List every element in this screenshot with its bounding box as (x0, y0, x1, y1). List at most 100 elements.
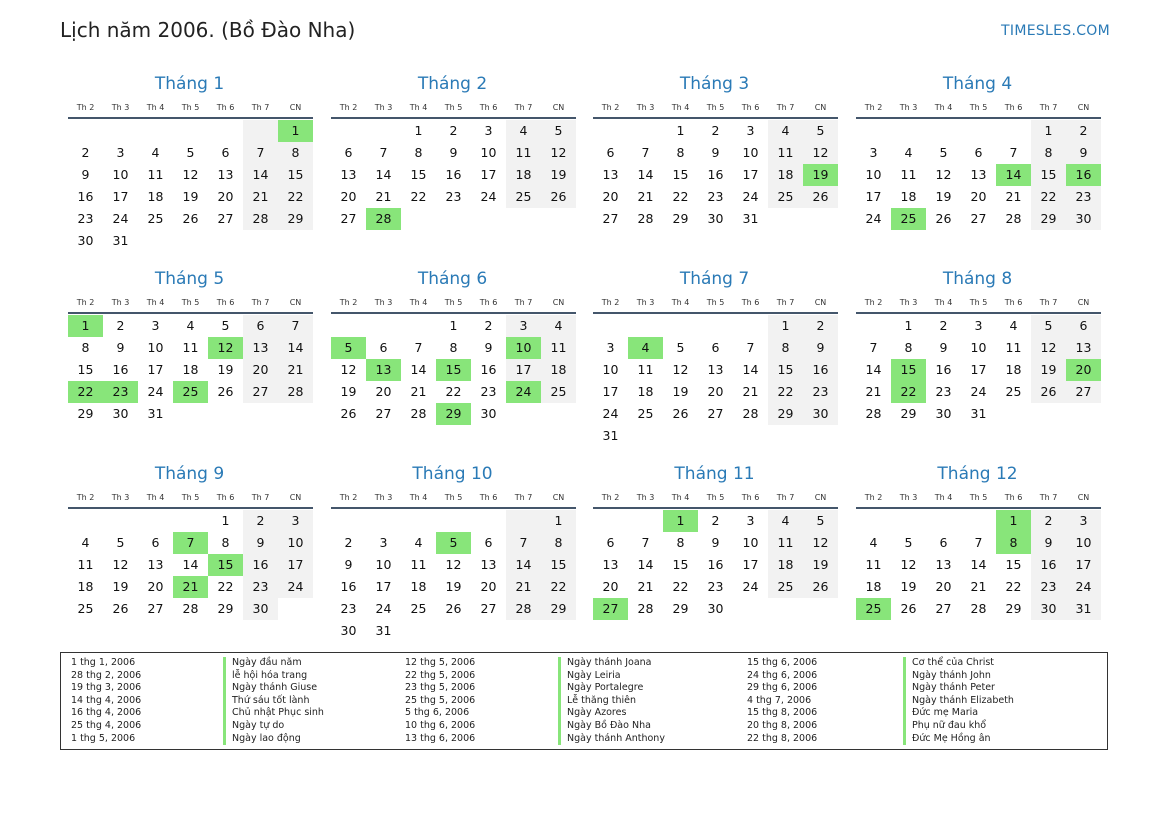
day-cell[interactable]: 20 (217, 189, 234, 204)
day-cell[interactable]: 29 (217, 601, 234, 616)
day-cell[interactable]: 11 (768, 532, 803, 554)
day-cell[interactable]: 2 (344, 535, 353, 550)
day-cell[interactable]: 31 (147, 406, 164, 421)
day-cell[interactable]: 18 (768, 164, 803, 186)
day-cell[interactable]: 6 (939, 535, 948, 550)
day-cell[interactable]: 18 (541, 359, 576, 381)
day-cell[interactable]: 29 (1031, 208, 1066, 230)
day-cell[interactable]: 4 (768, 120, 803, 142)
day-cell[interactable]: 27 (340, 211, 357, 226)
holiday-day[interactable]: 15 (891, 359, 926, 381)
day-cell[interactable]: 9 (81, 167, 90, 182)
day-cell[interactable]: 28 (506, 598, 541, 620)
day-cell[interactable]: 18 (865, 579, 882, 594)
day-cell[interactable]: 6 (151, 535, 160, 550)
day-cell[interactable]: 5 (541, 120, 576, 142)
day-cell[interactable]: 25 (541, 381, 576, 403)
day-cell[interactable]: 29 (541, 598, 576, 620)
day-cell[interactable]: 18 (1005, 362, 1022, 377)
day-cell[interactable]: 24 (375, 601, 392, 616)
day-cell[interactable]: 6 (221, 145, 230, 160)
day-cell[interactable]: 8 (768, 337, 803, 359)
day-cell[interactable]: 18 (182, 362, 199, 377)
day-cell[interactable]: 30 (1031, 598, 1066, 620)
day-cell[interactable]: 26 (672, 406, 689, 421)
day-cell[interactable]: 2 (484, 318, 493, 333)
day-cell[interactable]: 27 (147, 601, 164, 616)
holiday-day[interactable]: 12 (208, 337, 243, 359)
holiday-day[interactable]: 22 (68, 381, 103, 403)
day-cell[interactable]: 4 (186, 318, 195, 333)
day-cell[interactable]: 11 (768, 142, 803, 164)
day-cell[interactable]: 29 (1005, 601, 1022, 616)
day-cell[interactable]: 28 (970, 601, 987, 616)
day-cell[interactable]: 11 (182, 340, 199, 355)
day-cell[interactable]: 8 (676, 535, 685, 550)
day-cell[interactable]: 6 (379, 340, 388, 355)
day-cell[interactable]: 16 (803, 359, 838, 381)
day-cell[interactable]: 12 (900, 557, 917, 572)
day-cell[interactable]: 4 (1009, 318, 1018, 333)
day-cell[interactable]: 23 (480, 384, 497, 399)
day-cell[interactable]: 10 (865, 167, 882, 182)
day-cell[interactable]: 7 (641, 535, 650, 550)
day-cell[interactable]: 26 (112, 601, 129, 616)
day-cell[interactable]: 2 (81, 145, 90, 160)
day-cell[interactable]: 9 (1066, 142, 1101, 164)
day-cell[interactable]: 27 (707, 406, 724, 421)
day-cell[interactable]: 16 (707, 557, 724, 572)
day-cell[interactable]: 16 (77, 189, 94, 204)
day-cell[interactable]: 25 (410, 601, 427, 616)
day-cell[interactable]: 30 (480, 406, 497, 421)
holiday-day[interactable]: 8 (996, 532, 1031, 554)
day-cell[interactable]: 12 (672, 362, 689, 377)
day-cell[interactable]: 17 (742, 167, 759, 182)
day-cell[interactable]: 23 (1031, 576, 1066, 598)
day-cell[interactable]: 11 (77, 557, 94, 572)
day-cell[interactable]: 17 (506, 359, 541, 381)
holiday-day[interactable]: 16 (1066, 164, 1101, 186)
day-cell[interactable]: 2 (1066, 120, 1101, 142)
day-cell[interactable]: 28 (637, 211, 654, 226)
day-cell[interactable]: 26 (217, 384, 234, 399)
day-cell[interactable]: 8 (221, 535, 230, 550)
day-cell[interactable]: 30 (707, 601, 724, 616)
day-cell[interactable]: 14 (742, 362, 759, 377)
day-cell[interactable]: 10 (278, 532, 313, 554)
holiday-day[interactable]: 1 (68, 315, 103, 337)
day-cell[interactable]: 20 (340, 189, 357, 204)
day-cell[interactable]: 20 (375, 384, 392, 399)
day-cell[interactable]: 19 (1031, 359, 1066, 381)
day-cell[interactable]: 11 (410, 557, 427, 572)
day-cell[interactable]: 7 (243, 142, 278, 164)
day-cell[interactable]: 3 (116, 145, 125, 160)
day-cell[interactable]: 12 (803, 142, 838, 164)
day-cell[interactable]: 5 (803, 120, 838, 142)
day-cell[interactable]: 16 (935, 362, 952, 377)
day-cell[interactable]: 10 (480, 145, 497, 160)
day-cell[interactable]: 11 (865, 557, 882, 572)
day-cell[interactable]: 11 (1005, 340, 1022, 355)
day-cell[interactable]: 8 (449, 340, 458, 355)
day-cell[interactable]: 7 (746, 340, 755, 355)
day-cell[interactable]: 14 (865, 362, 882, 377)
day-cell[interactable]: 11 (147, 167, 164, 182)
day-cell[interactable]: 20 (707, 384, 724, 399)
day-cell[interactable]: 28 (182, 601, 199, 616)
day-cell[interactable]: 31 (112, 233, 129, 248)
day-cell[interactable]: 18 (637, 384, 654, 399)
day-cell[interactable]: 14 (375, 167, 392, 182)
day-cell[interactable]: 23 (935, 384, 952, 399)
holiday-day[interactable]: 13 (366, 359, 401, 381)
day-cell[interactable]: 10 (742, 145, 759, 160)
day-cell[interactable]: 16 (707, 167, 724, 182)
day-cell[interactable]: 29 (672, 211, 689, 226)
day-cell[interactable]: 6 (484, 535, 493, 550)
day-cell[interactable]: 9 (344, 557, 353, 572)
day-cell[interactable]: 25 (1005, 384, 1022, 399)
day-cell[interactable]: 15 (672, 557, 689, 572)
day-cell[interactable]: 22 (672, 579, 689, 594)
day-cell[interactable]: 22 (445, 384, 462, 399)
day-cell[interactable]: 28 (637, 601, 654, 616)
day-cell[interactable]: 7 (974, 535, 983, 550)
